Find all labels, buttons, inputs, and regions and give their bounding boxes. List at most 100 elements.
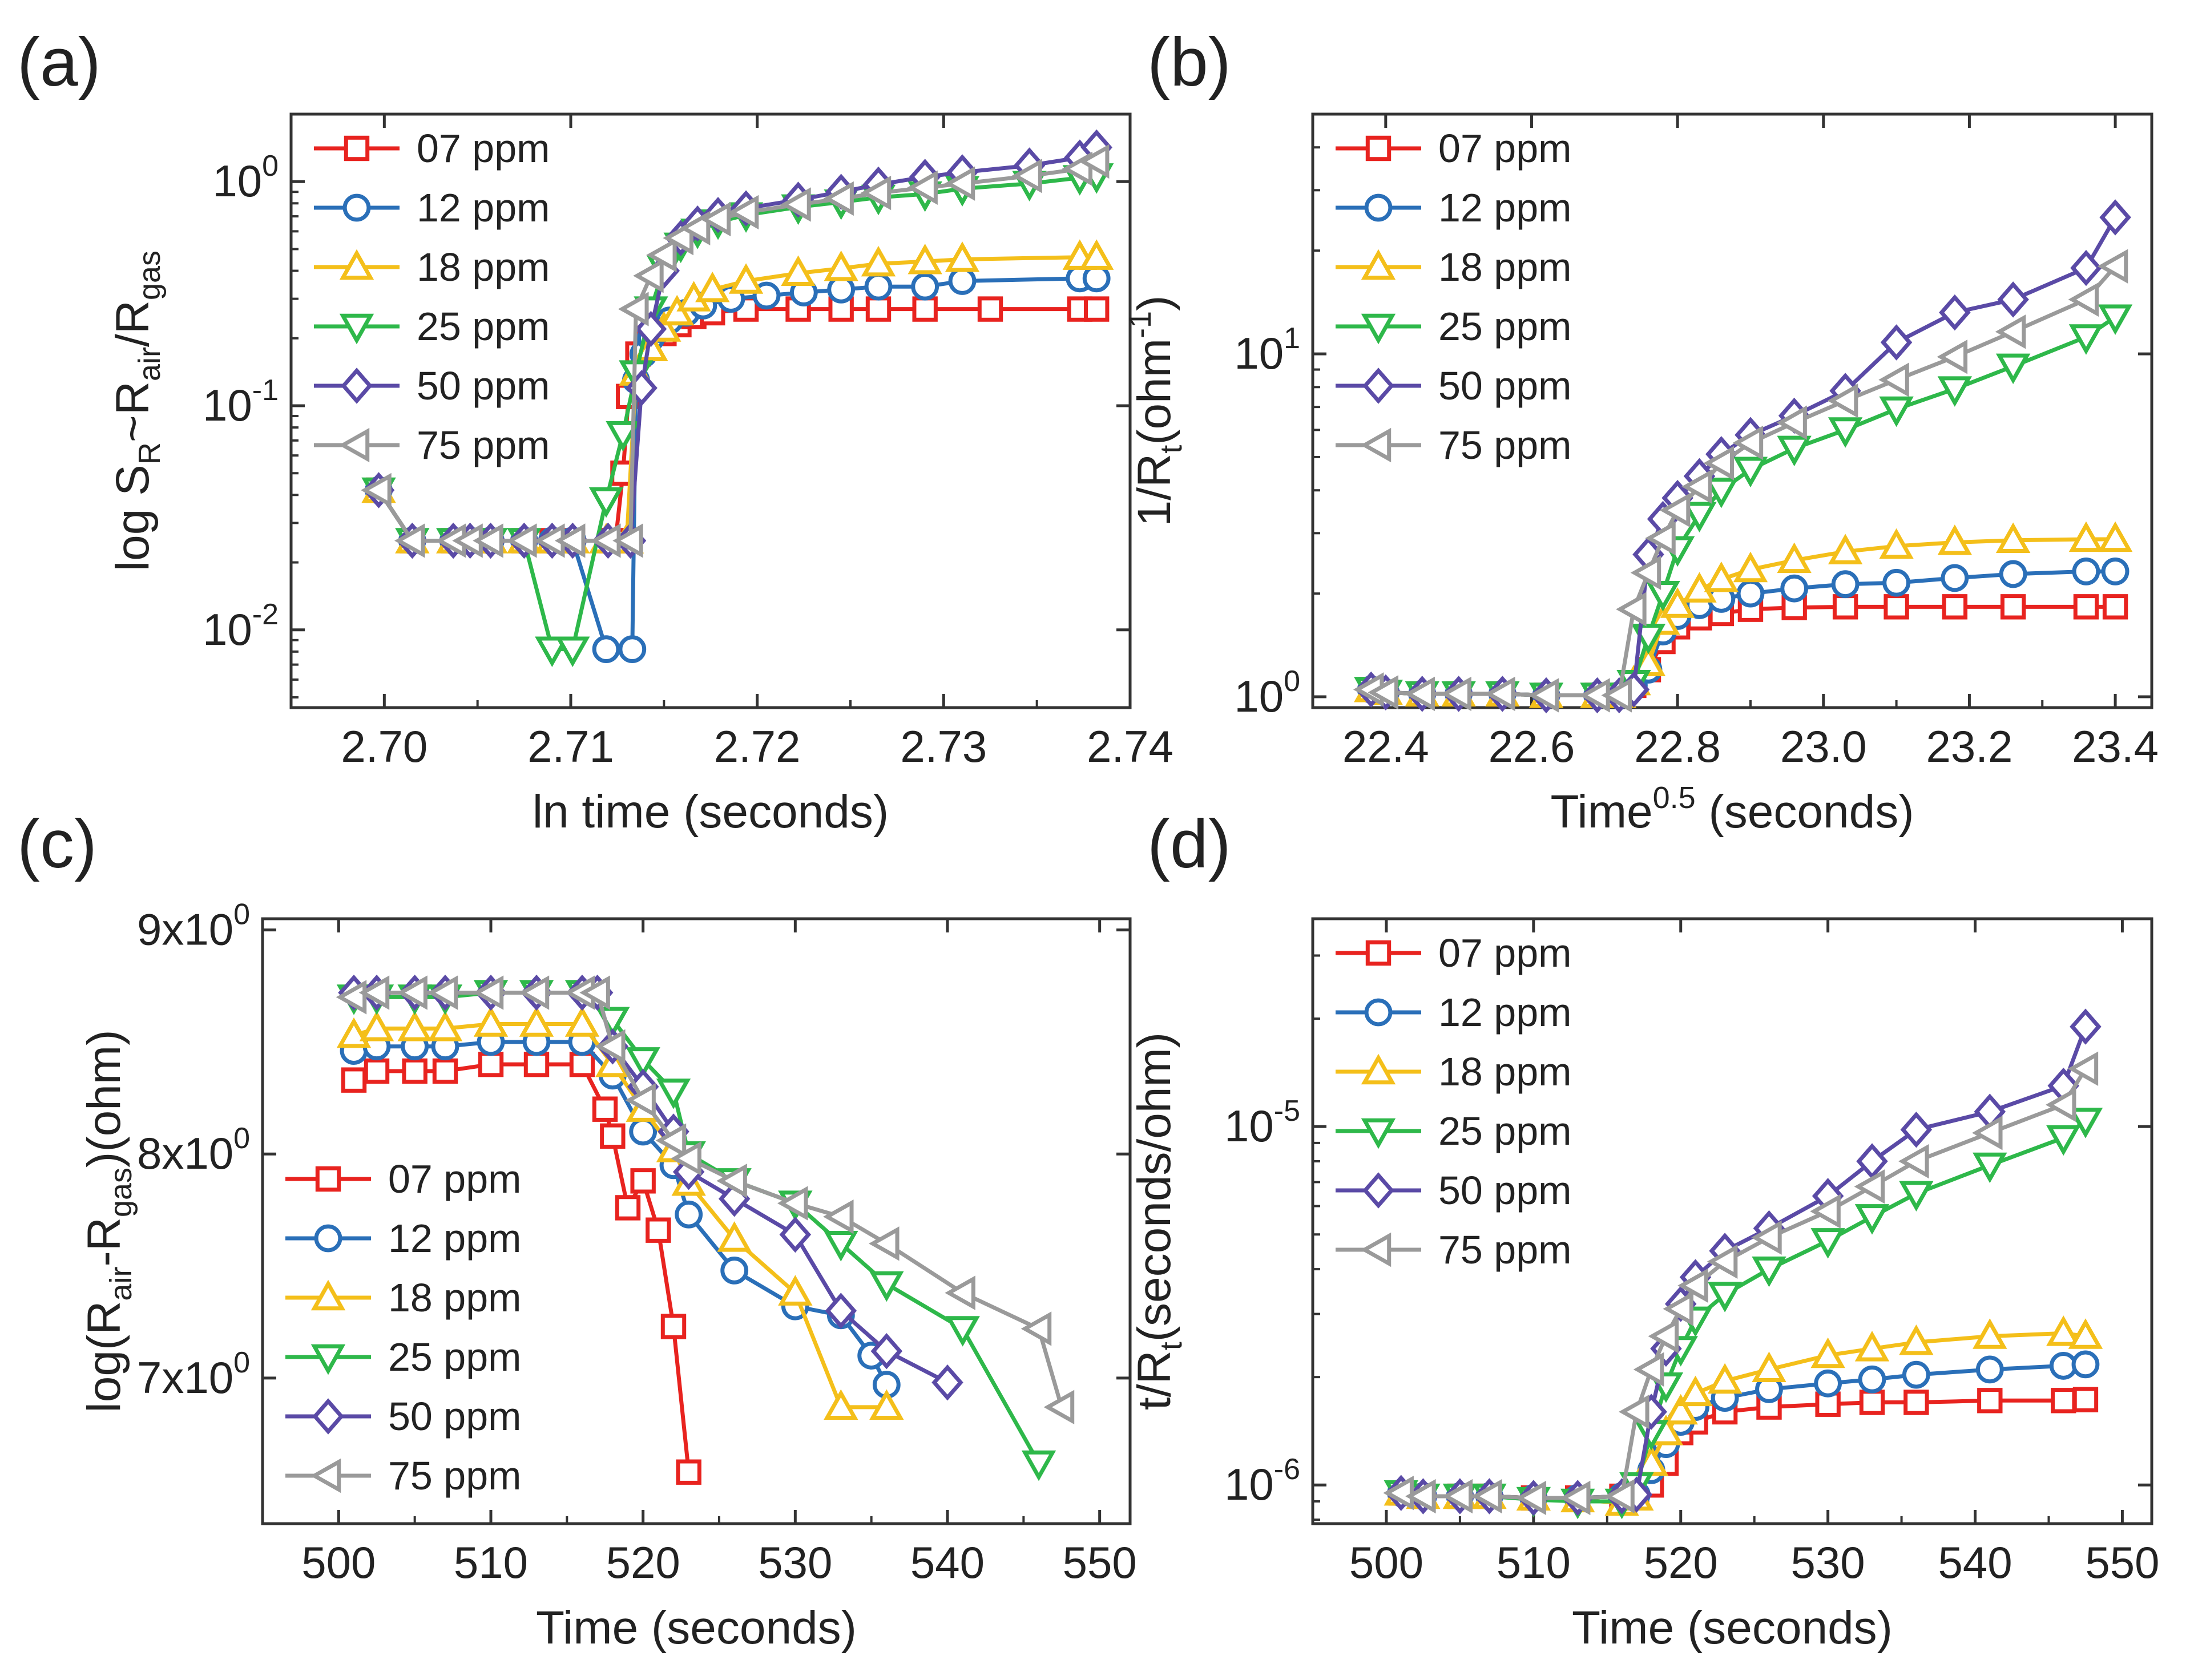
panel-d-data-point <box>1751 1220 1782 1255</box>
panel-a-data-point <box>394 523 425 558</box>
panel-a-data-point <box>361 472 392 508</box>
panel-b-data-point <box>1704 478 1739 508</box>
panel-a-legend-marker <box>339 249 374 280</box>
panel-b-data-point <box>1937 524 1973 555</box>
panel-c-data-point <box>716 1164 747 1198</box>
panel-c-data-point <box>523 1051 550 1077</box>
panel-b-data-point <box>1828 417 1863 448</box>
panel-b-legend-label: 18 ppm <box>1438 245 1571 289</box>
panel-b-data-point <box>1703 446 1735 480</box>
panel-d-legend-label: 18 ppm <box>1438 1049 1571 1094</box>
panel-b-data-point <box>2098 521 2133 552</box>
panel-d-data-point <box>2070 1008 2102 1045</box>
panel-c-data-point <box>869 1389 904 1420</box>
panel-d-legend-marker <box>1361 1053 1396 1085</box>
panel-d-data-point <box>2068 1108 2103 1138</box>
panel-c-legend-marker <box>312 1398 344 1435</box>
panel-a-data-point <box>535 636 570 667</box>
panel-d-data-point <box>1973 1318 2007 1349</box>
panel-d-legend-marker <box>1362 1172 1394 1209</box>
panel-c-data-point <box>615 1195 641 1221</box>
panel-d-data-point <box>1971 1116 2003 1150</box>
panel-c-data-point <box>717 1221 752 1252</box>
panel-a-legend-marker <box>342 193 371 222</box>
panel-c-data-point <box>1021 1311 1052 1346</box>
panel-d-series-line <box>1401 1398 2086 1500</box>
panel-b-data-point <box>2070 249 2102 286</box>
panel-a-data-point <box>728 195 759 230</box>
panel-a-data-point <box>646 237 677 273</box>
panel-a-data-point <box>781 255 816 286</box>
panel-c-data-point <box>600 1123 626 1149</box>
panel-b-x-tick-label: 23.2 <box>1926 721 2013 772</box>
panel-a: (a) 2.70 2.71 2.72 2.73 2.74 10-2 10-1 100 ln tim… <box>17 24 1173 838</box>
panel-a-data-point <box>1078 144 1110 179</box>
panel-c-data-point <box>519 1006 554 1037</box>
panel-b-data-point <box>1404 676 1435 712</box>
panel-b-data-point <box>1879 396 1914 427</box>
panel-d-data-point <box>1903 1390 1929 1415</box>
panel-a-data-point <box>907 170 938 205</box>
panel-b-data-point <box>1878 362 1909 397</box>
panel-b-data-point <box>1659 492 1691 528</box>
panel-b-y-axis-label: 1/Rt(ohm-1) <box>1123 296 1188 527</box>
panel-c-data-point <box>579 975 610 1010</box>
panel-a-legend-marker <box>338 427 370 463</box>
panel-a-data-point <box>780 187 811 222</box>
panel-b-data-point <box>1601 678 1632 713</box>
panel-b-legend-label: 50 ppm <box>1438 364 1571 408</box>
panel-a-data-point <box>860 175 892 211</box>
panel-c-data-point <box>397 975 427 1010</box>
panel-d-x-tick-label: 530 <box>1791 1537 1865 1588</box>
panel-d-data-point <box>1752 1351 1786 1383</box>
panel-c-legend-marker <box>310 1279 346 1311</box>
panel-b-data-point <box>1880 324 1913 361</box>
panel-a-data-point <box>861 245 896 277</box>
panel-b-data-point <box>1485 676 1515 712</box>
panel-a-data-point <box>912 296 938 322</box>
panel-b-data-point <box>2101 558 2129 585</box>
panel-b-data-point <box>1733 551 1768 583</box>
panel-b-data-point <box>1827 383 1858 418</box>
panel-a-data-point <box>618 292 649 326</box>
panel-c-data-point <box>569 1051 595 1077</box>
panel-d-y-tick-label: 10-5 <box>1224 1095 1300 1151</box>
panel-c-label: (c) <box>17 806 97 882</box>
panel-c-y-tick-label: 9x100 <box>137 898 250 955</box>
panel-b-legend-label: 75 ppm <box>1438 423 1571 467</box>
panel-b-data-point <box>1704 561 1739 592</box>
panel-b-data-point <box>2102 594 2128 620</box>
panel-d-data-point <box>1858 1365 1886 1394</box>
panel-d-data-point <box>1973 1152 2007 1184</box>
panel-a-x-tick-label: 2.73 <box>900 721 987 772</box>
panel-d-plot-frame <box>1311 917 2153 1525</box>
panel-b-data-point <box>2098 304 2133 335</box>
panel-b-data-point <box>1995 522 2031 553</box>
panel-d-data-point <box>1854 1169 1885 1204</box>
panel-b-data-point <box>1736 579 1765 608</box>
panel-b-series-75-ppm <box>1353 249 2128 713</box>
panel-b-data-point <box>1884 594 1909 620</box>
panel-d-legend: 07 ppm 12 ppm 18 ppm 25 ppm 50 ppm 75 ppm <box>1336 931 1571 1272</box>
panel-a-x-tick-label: 2.70 <box>341 721 427 772</box>
panel-c-y-axis-label: log(Rair-Rgas)(ohm) <box>78 1029 138 1412</box>
panel-b-data-point <box>1832 594 1858 620</box>
panel-b-data-point <box>1777 435 1812 467</box>
panel-a-series-75-ppm <box>361 144 1110 558</box>
panel-b-legend-label: 12 ppm <box>1438 185 1571 230</box>
panel-b-data-point <box>1681 469 1712 504</box>
panel-c-data-point <box>945 1316 980 1347</box>
panel-d-series-line <box>1401 1362 2086 1500</box>
panel-b-legend-marker <box>1361 313 1396 345</box>
panel-a-legend: 07 ppm 12 ppm 18 ppm 25 ppm 50 ppm 75 ppm <box>314 126 550 467</box>
panel-c-legend-marker <box>314 1224 342 1253</box>
panel-c-x-axis-label: Time (seconds) <box>536 1602 857 1654</box>
panel-d-data-point <box>2045 1087 2076 1122</box>
panel-a-data-point <box>1084 296 1110 322</box>
panel-c-data-point <box>518 975 550 1010</box>
panel-c-legend-label: 75 ppm <box>388 1453 521 1498</box>
panel-b-y-tick-label: 100 <box>1234 665 1300 721</box>
panel-a-data-point <box>824 251 858 281</box>
panel-b-x-tick-label: 22.6 <box>1489 721 1575 772</box>
panel-c-data-point <box>1021 1450 1056 1481</box>
